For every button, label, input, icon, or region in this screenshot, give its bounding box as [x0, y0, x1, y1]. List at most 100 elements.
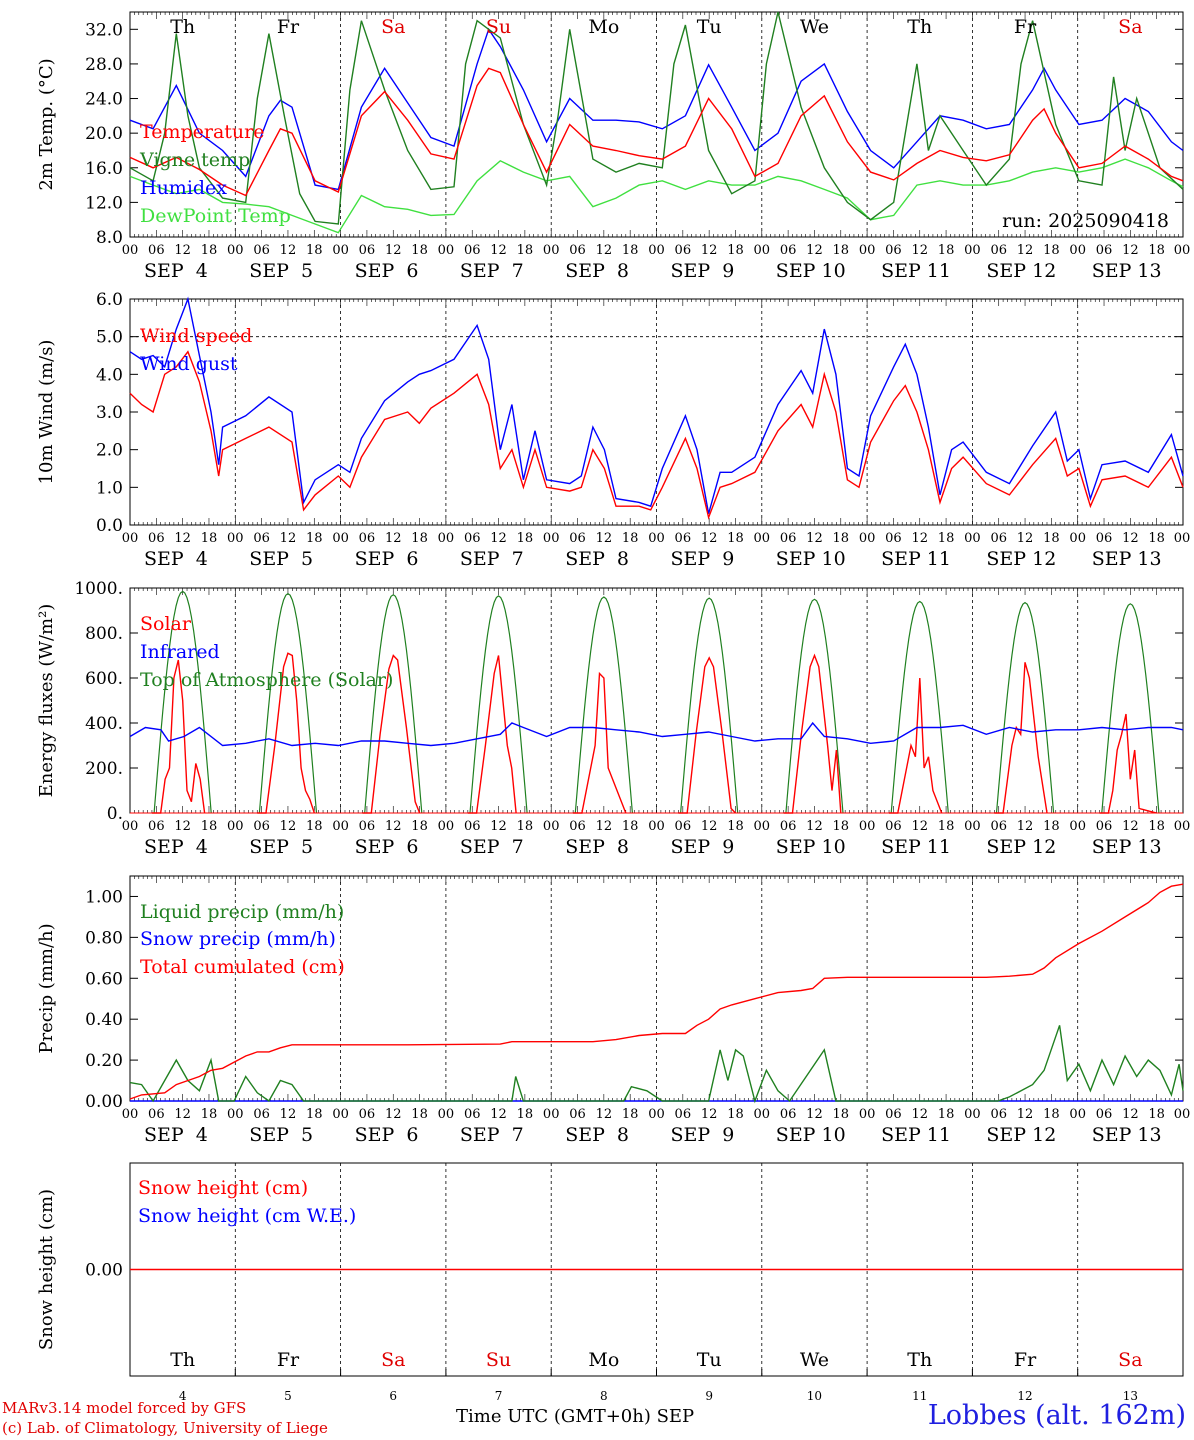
legend-entry: Wind speed [140, 325, 252, 347]
date-label: SEP 11 [881, 260, 951, 282]
hour-label: 06 [359, 819, 376, 834]
y-axis-label: Precip (mm/h) [36, 923, 57, 1053]
day-name: Su [486, 16, 511, 38]
date-label: SEP 6 [355, 548, 419, 570]
hour-label: 12 [806, 1107, 823, 1122]
hour-label: 00 [332, 531, 349, 546]
hour-label: 00 [1174, 243, 1191, 258]
hour-label: 18 [1043, 1107, 1060, 1122]
hour-label: 12 [1017, 531, 1034, 546]
hour-label: 00 [648, 819, 665, 834]
hour-label: 06 [148, 819, 165, 834]
legend-entry: Snow height (cm) [138, 1177, 308, 1199]
date-label: SEP 12 [986, 548, 1056, 570]
panel-wind: 0.0 1.0 2.0 3.0 4.0 5.0 6.0 10m Wind (m/s) Wind … [36, 290, 1190, 570]
day-number: 13 [1123, 1389, 1138, 1403]
total-cumulated-cm--line [129, 883, 1184, 1100]
y-tick-label: 5.0 [96, 328, 123, 348]
toa-solar-line [680, 597, 739, 814]
hour-label: 00 [438, 243, 455, 258]
hour-label: 06 [464, 1107, 481, 1122]
hour-label: 12 [596, 243, 613, 258]
hour-label: 00 [964, 243, 981, 258]
date-label: SEP 7 [460, 548, 524, 570]
hour-label: 12 [806, 243, 823, 258]
date-label: SEP 6 [355, 260, 419, 282]
date-label: SEP 5 [249, 548, 313, 570]
hour-label: 00 [754, 1107, 771, 1122]
hour-label: 00 [1069, 819, 1086, 834]
legend-entry: Humidex [140, 177, 227, 199]
day-name: Th [170, 16, 195, 38]
date-label: SEP 13 [1092, 548, 1162, 570]
hour-label: 06 [885, 1107, 902, 1122]
time-axis-label: Time UTC (GMT+0h) SEP [456, 1406, 695, 1427]
toa-solar-line [785, 598, 844, 814]
date-label: SEP 10 [776, 1124, 846, 1146]
y-axis-label: Energy fluxes (W/m²) [36, 604, 57, 798]
panel-energy: 0. 200. 400. 600. 800. 1000. Energy fluxes (W/… [36, 579, 1190, 858]
hour-label: 06 [990, 531, 1007, 546]
y-tick-label: 800. [85, 624, 123, 644]
legend-entry: Total cumulated (cm) [140, 956, 345, 978]
y-tick-label: 200. [85, 759, 123, 779]
hour-label: 12 [596, 531, 613, 546]
hour-label: 18 [1043, 531, 1060, 546]
hour-label: 06 [1096, 819, 1113, 834]
hour-label: 00 [438, 1107, 455, 1122]
hour-label: 18 [306, 819, 323, 834]
hour-label: 06 [675, 1107, 692, 1122]
hour-label: 00 [964, 1107, 981, 1122]
date-label: SEP 8 [565, 548, 629, 570]
wind-speed-line [129, 350, 1184, 520]
day-name: Th [907, 16, 932, 38]
day-name: Mo [588, 1349, 619, 1371]
y-tick-label: 3.0 [96, 403, 123, 423]
hour-label: 18 [306, 1107, 323, 1122]
date-label: SEP 8 [565, 1124, 629, 1146]
wind-gust-line [129, 296, 1184, 514]
temperature-line [129, 67, 1184, 197]
hour-label: 18 [727, 819, 744, 834]
hour-label: 00 [859, 243, 876, 258]
hour-label: 18 [833, 531, 850, 546]
hour-label: 06 [569, 819, 586, 834]
hour-label: 18 [517, 1107, 534, 1122]
toa-solar-line [1101, 603, 1160, 814]
hour-label: 06 [359, 531, 376, 546]
day-name: Sa [1118, 16, 1142, 38]
hour-label: 18 [1148, 1107, 1165, 1122]
hour-label: 00 [332, 243, 349, 258]
hour-label: 12 [490, 531, 507, 546]
date-label: SEP 11 [881, 1124, 951, 1146]
hour-label: 00 [859, 1107, 876, 1122]
hour-label: 12 [385, 819, 402, 834]
hour-label: 00 [543, 819, 560, 834]
panel-snow: 0.00 Snow height (cm) Snow height (cm) Snow… [36, 1162, 1184, 1403]
day-number: 4 [179, 1389, 187, 1403]
date-label: SEP 12 [986, 260, 1056, 282]
day-number: 7 [495, 1389, 503, 1403]
date-label: SEP 5 [249, 836, 313, 858]
day-name: Sa [381, 16, 405, 38]
date-label: SEP 7 [460, 836, 524, 858]
date-label: SEP 13 [1092, 1124, 1162, 1146]
date-label: SEP 10 [776, 836, 846, 858]
date-label: SEP 8 [565, 260, 629, 282]
hour-label: 12 [385, 243, 402, 258]
y-tick-label: 0. [107, 804, 123, 824]
toa-solar-line [153, 590, 212, 814]
hour-label: 12 [280, 1107, 297, 1122]
hour-label: 00 [227, 243, 244, 258]
hour-label: 00 [543, 243, 560, 258]
toa-solar-line [890, 600, 949, 814]
hour-label: 06 [359, 243, 376, 258]
y-tick-label: 20.0 [85, 124, 123, 144]
hour-label: 18 [201, 1107, 218, 1122]
y-tick-label: 0.60 [85, 969, 123, 989]
toa-solar-line [995, 601, 1055, 814]
hour-label: 06 [253, 819, 270, 834]
solar-line [783, 653, 842, 814]
infrared-line [129, 721, 1184, 747]
